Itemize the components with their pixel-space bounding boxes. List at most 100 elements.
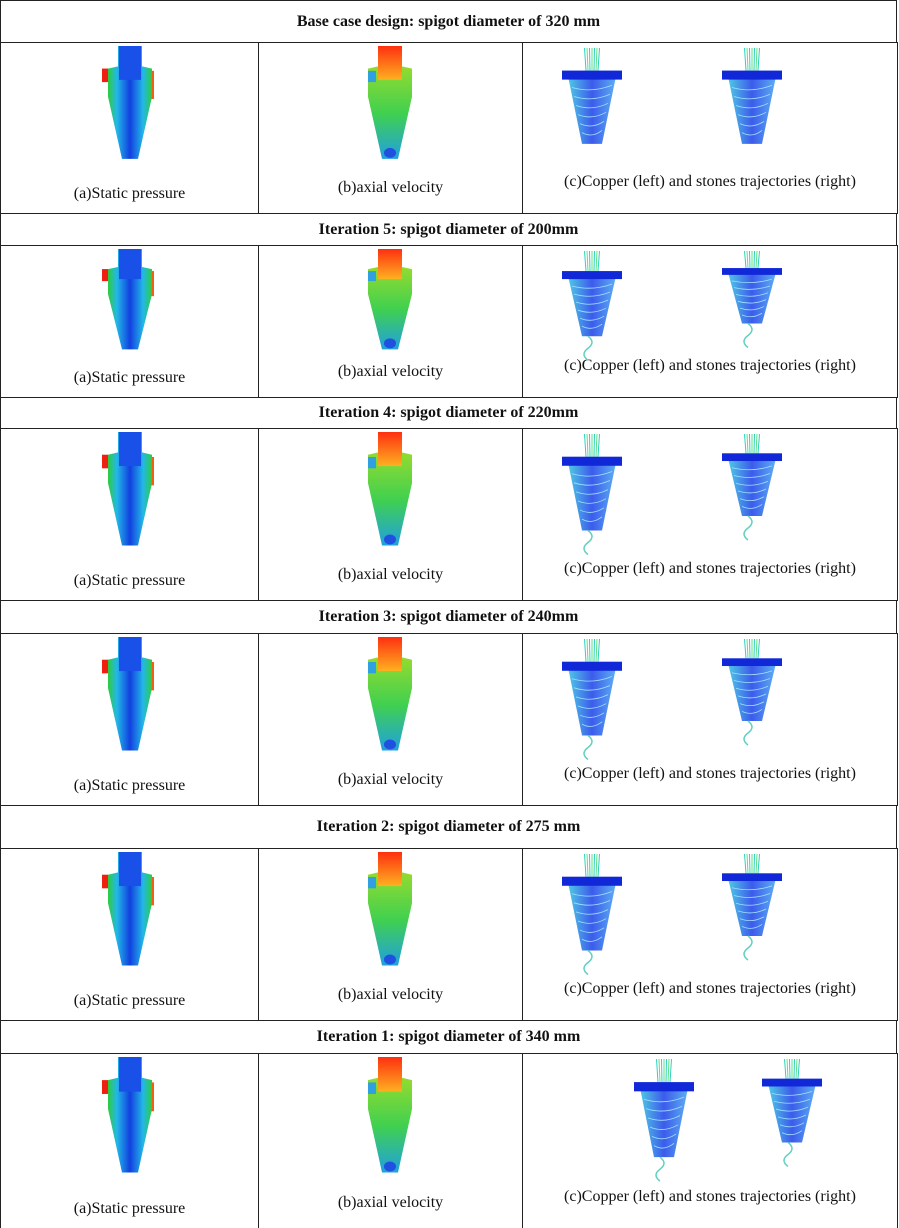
streak — [754, 251, 755, 268]
tail — [744, 936, 752, 960]
streak — [594, 854, 595, 877]
vortex-finder — [378, 249, 402, 279]
streak — [590, 251, 591, 271]
streak — [745, 639, 747, 658]
streak — [756, 854, 757, 873]
vortex-finder — [119, 46, 141, 80]
cap — [722, 453, 782, 461]
streak — [587, 854, 588, 877]
streak — [750, 251, 751, 268]
streak — [590, 639, 591, 662]
vortex-finder — [378, 432, 402, 466]
streak — [758, 48, 760, 71]
cap — [562, 877, 622, 886]
streak — [747, 854, 748, 873]
streak — [659, 1059, 660, 1082]
streak — [758, 854, 760, 873]
cap — [562, 457, 622, 466]
streak — [594, 639, 595, 662]
inlet — [368, 1082, 376, 1094]
tail — [584, 950, 592, 974]
streak — [598, 48, 600, 71]
streak — [598, 251, 600, 271]
streak — [794, 1059, 795, 1079]
streak — [666, 1059, 667, 1082]
tail — [744, 323, 752, 347]
vortex-finder — [378, 1057, 402, 1092]
streak — [587, 48, 588, 71]
streak — [670, 1059, 672, 1082]
streak — [745, 434, 747, 453]
streak — [754, 639, 755, 658]
cap — [634, 1082, 694, 1091]
streak — [745, 251, 747, 268]
core — [384, 1162, 396, 1172]
streak — [758, 639, 760, 658]
inlet — [368, 877, 376, 888]
inlet — [368, 662, 376, 673]
streak — [758, 434, 760, 453]
inlet — [368, 457, 376, 468]
streak — [750, 48, 751, 71]
vortex-finder — [119, 249, 141, 279]
streak — [596, 854, 597, 877]
streak — [657, 1059, 659, 1082]
streak — [785, 1059, 787, 1079]
tail — [584, 530, 592, 554]
tail — [656, 1157, 664, 1181]
streak — [747, 434, 748, 453]
streak — [756, 251, 757, 268]
streak — [790, 1059, 791, 1079]
streak — [787, 1059, 788, 1079]
vortex-finder — [119, 637, 141, 671]
core — [384, 740, 396, 750]
streak — [596, 434, 597, 457]
streak — [750, 854, 751, 873]
cap — [722, 268, 782, 275]
streak — [598, 639, 600, 662]
streak — [747, 48, 748, 71]
tail — [784, 1142, 792, 1166]
figures — [0, 0, 899, 1228]
vortex-finder — [119, 852, 141, 886]
streak — [585, 854, 587, 877]
streak — [758, 251, 760, 268]
streak — [590, 434, 591, 457]
streak — [594, 434, 595, 457]
streak — [585, 434, 587, 457]
vortex-finder — [378, 852, 402, 886]
vortex-finder — [378, 637, 402, 671]
streak — [585, 251, 587, 271]
tail — [584, 735, 592, 759]
streak — [745, 854, 747, 873]
streak — [587, 434, 588, 457]
tail — [744, 721, 752, 745]
streak — [754, 854, 755, 873]
cap — [562, 662, 622, 671]
streak — [747, 639, 748, 658]
streak — [796, 1059, 797, 1079]
tail — [744, 516, 752, 540]
cap — [722, 658, 782, 666]
streak — [590, 854, 591, 877]
streak — [587, 639, 588, 662]
core — [384, 338, 396, 348]
streak — [598, 434, 600, 457]
streak — [754, 434, 755, 453]
tail — [584, 336, 592, 360]
inlet — [368, 271, 376, 281]
streak — [750, 639, 751, 658]
cap — [562, 71, 622, 80]
vortex-finder — [119, 432, 141, 466]
streak — [668, 1059, 669, 1082]
core — [384, 955, 396, 965]
document: Base case design: spigot diameter of 320… — [0, 0, 899, 1228]
streak — [745, 48, 747, 71]
cap — [722, 71, 782, 80]
core — [384, 148, 396, 158]
streak — [756, 48, 757, 71]
streak — [662, 1059, 663, 1082]
streak — [585, 48, 587, 71]
cap — [562, 271, 622, 279]
cap — [762, 1079, 822, 1087]
